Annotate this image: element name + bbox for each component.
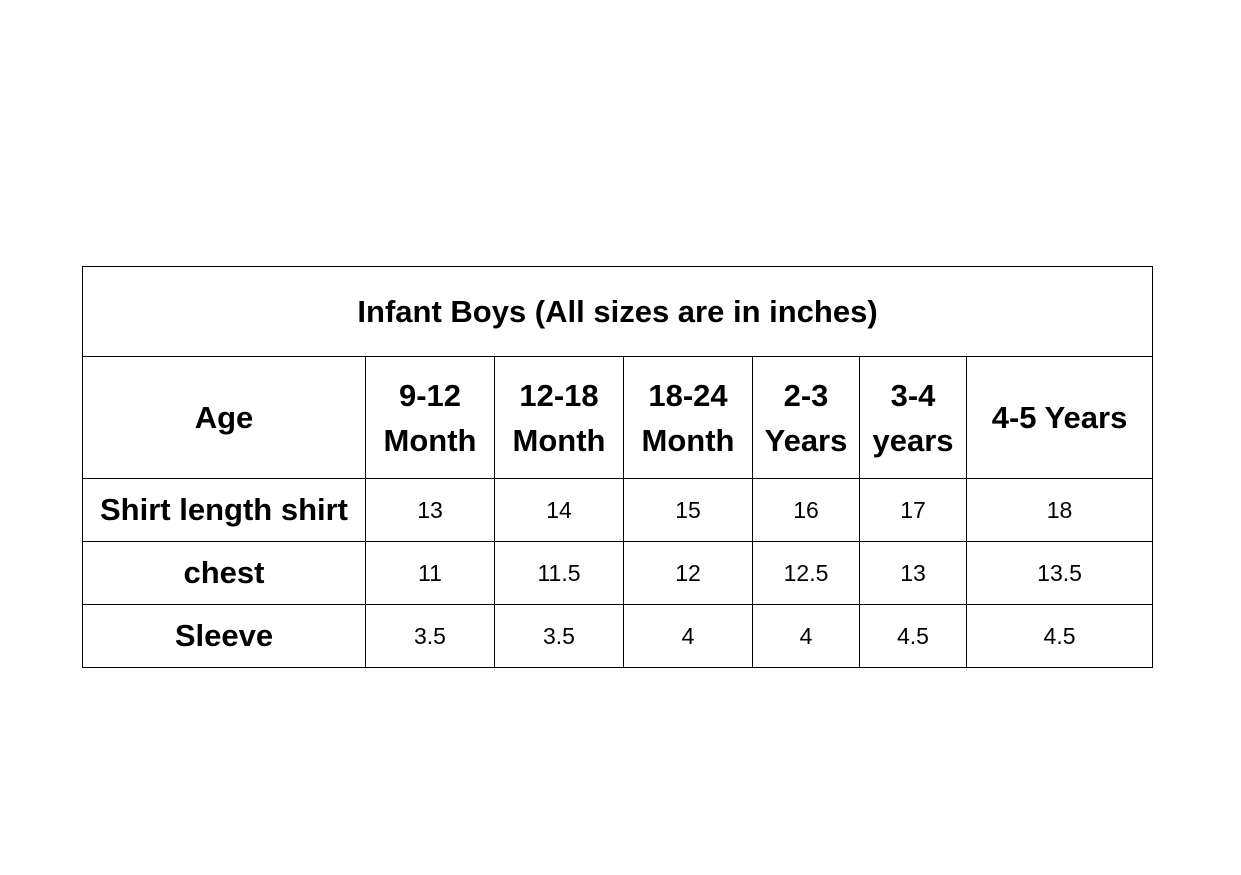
column-header-line1: 18-24 <box>648 377 728 413</box>
column-header-line2: Month <box>641 422 735 458</box>
table-cell: 13 <box>365 478 495 542</box>
table-cell: 17 <box>859 478 967 542</box>
table-cell: 18 <box>965 478 1154 542</box>
table-cell: 15 <box>623 478 753 542</box>
table-cell: 14 <box>494 478 624 542</box>
column-header-line1: 12-18 <box>519 377 599 413</box>
table-row-chest: chest 11 11.5 12 12.5 13 13.5 <box>82 541 1154 605</box>
column-header-2-3-years: 2-3 Years <box>752 356 860 479</box>
title-row: Infant Boys (All sizes are in inches) <box>81 266 1154 357</box>
size-chart-table: Infant Boys (All sizes are in inches) Ag… <box>81 266 1154 668</box>
column-header-12-18-month: 12-18 Month <box>494 356 624 479</box>
table-title: Infant Boys (All sizes are in inches) <box>81 266 1154 357</box>
header-row: Age 9-12 Month 12-18 Month 18-24 Month 2… <box>82 356 1154 479</box>
column-header-line1: 4-5 Years <box>991 400 1128 435</box>
table-cell: 13 <box>859 541 967 605</box>
column-header-line2: years <box>872 422 954 458</box>
table-cell: 4 <box>752 604 860 668</box>
table-cell: 3.5 <box>365 604 495 668</box>
row-label: Sleeve <box>82 604 366 668</box>
column-header-line2: Month <box>383 422 477 458</box>
table-cell: 12 <box>623 541 753 605</box>
column-header-line2: Years <box>764 422 848 458</box>
column-header-9-12-month: 9-12 Month <box>365 356 495 479</box>
column-header-4-5-years: 4-5 Years <box>965 356 1154 479</box>
column-header-3-4-years: 3-4 years <box>859 356 967 479</box>
table-cell: 3.5 <box>494 604 624 668</box>
row-label: Shirt length shirt <box>82 478 366 542</box>
table-cell: 13.5 <box>965 541 1154 605</box>
table-cell: 4.5 <box>859 604 967 668</box>
table-row-sleeve: Sleeve 3.5 3.5 4 4 4.5 4.5 <box>82 604 1154 668</box>
table-cell: 11 <box>365 541 495 605</box>
column-header-line2: Month <box>512 422 606 458</box>
table-cell: 12.5 <box>752 541 860 605</box>
column-header-line1: 3-4 <box>890 377 936 413</box>
table-cell: 11.5 <box>494 541 624 605</box>
table-row-shirt-length: Shirt length shirt 13 14 15 16 17 18 <box>82 478 1154 542</box>
table-cell: 4.5 <box>965 604 1154 668</box>
column-header-line1: 2-3 <box>783 377 829 413</box>
column-header-line1: 9-12 <box>398 377 462 413</box>
age-header: Age <box>82 356 366 479</box>
table-cell: 16 <box>752 478 860 542</box>
table-cell: 4 <box>623 604 753 668</box>
row-label: chest <box>82 541 366 605</box>
column-header-18-24-month: 18-24 Month <box>623 356 753 479</box>
